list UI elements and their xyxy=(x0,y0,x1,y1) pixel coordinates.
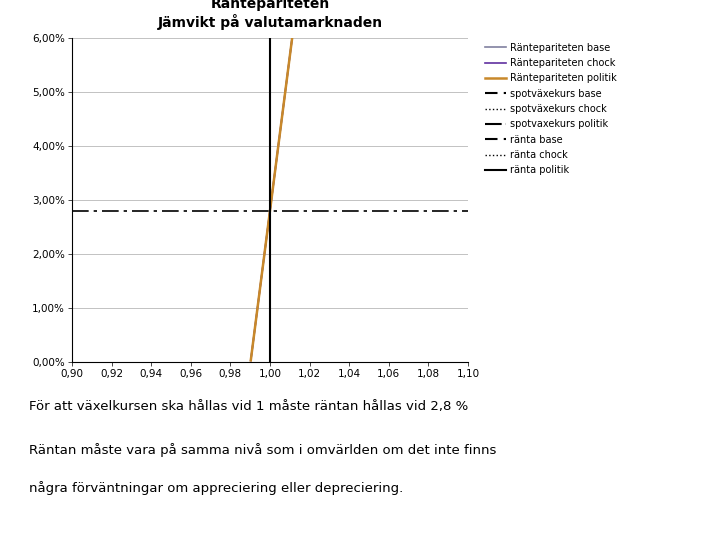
Title: Räntepariteten
Jämvikt på valutamarknaden: Räntepariteten Jämvikt på valutamarknade… xyxy=(158,0,382,30)
Legend: Räntepariteten base, Räntepariteten chock, Räntepariteten politik, spotväxekurs : Räntepariteten base, Räntepariteten choc… xyxy=(485,43,617,176)
Text: Räntan måste vara på samma nivå som i omvärlden om det inte finns: Räntan måste vara på samma nivå som i om… xyxy=(29,443,496,457)
Text: För att växelkursen ska hållas vid 1 måste räntan hållas vid 2,8 %: För att växelkursen ska hållas vid 1 mås… xyxy=(29,400,468,413)
Text: några förväntningar om appreciering eller depreciering.: några förväntningar om appreciering elle… xyxy=(29,481,403,495)
